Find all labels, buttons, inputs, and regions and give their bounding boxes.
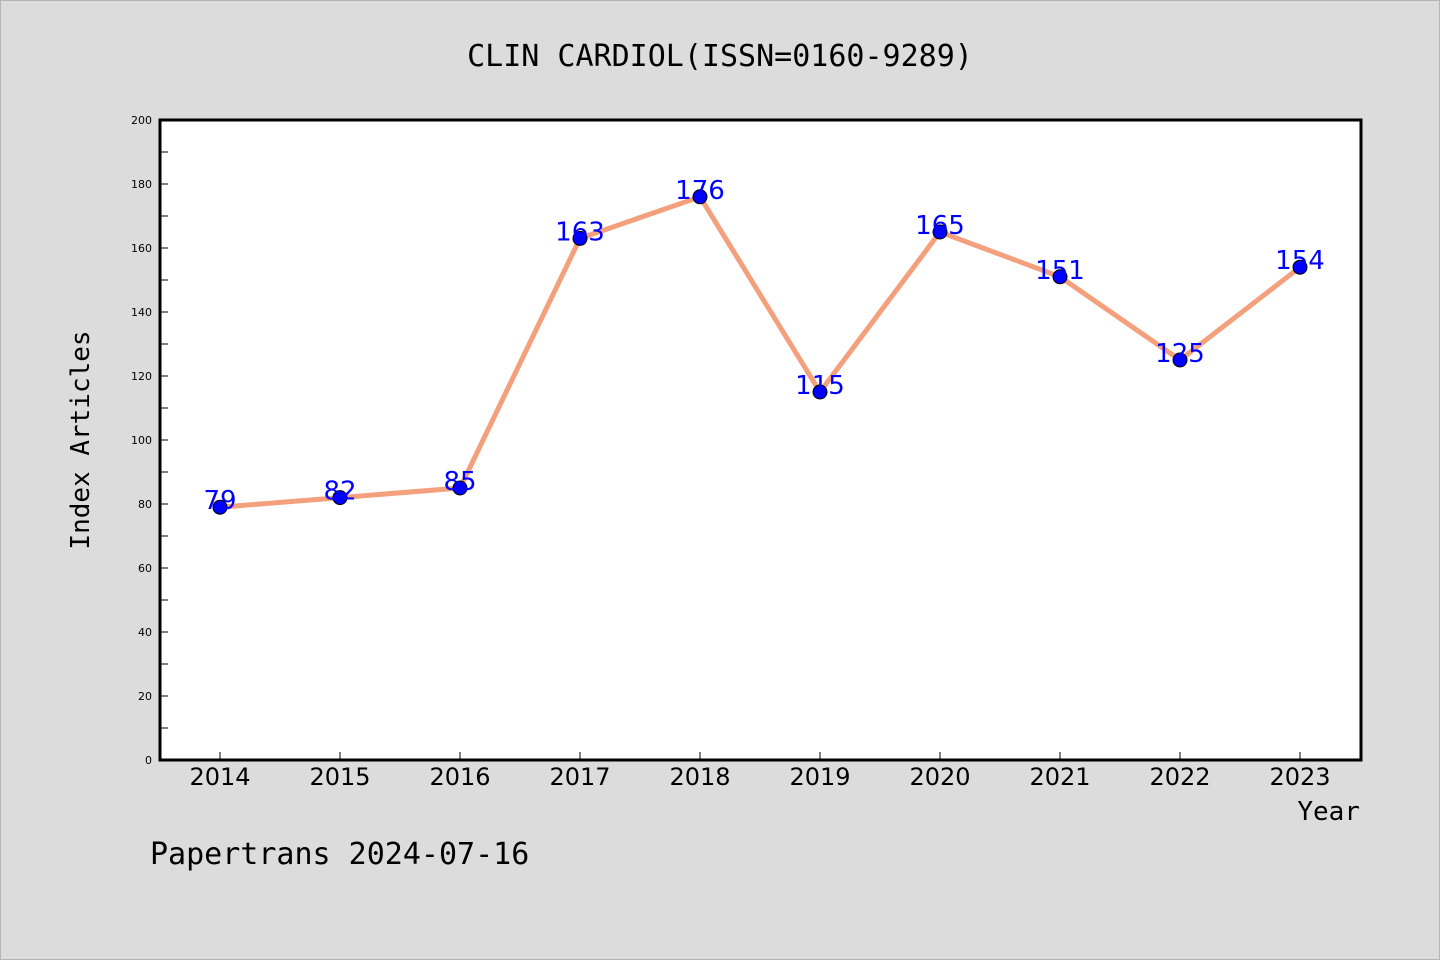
data-label: 125	[1155, 339, 1205, 369]
y-tick-label: 160	[131, 242, 152, 255]
x-tick-label: 2017	[549, 763, 610, 791]
x-tick-label: 2014	[189, 763, 250, 791]
data-point	[1172, 352, 1188, 368]
x-axis: 2014 2015 2016 2017 2018 2019 2020 2021 2022 2023	[189, 752, 1331, 791]
data-label: 176	[675, 176, 725, 206]
data-label: 154	[1275, 246, 1325, 276]
data-point	[572, 230, 588, 246]
y-tick-label: 120	[131, 370, 152, 383]
data-label: 79	[203, 486, 236, 516]
data-point	[932, 224, 948, 240]
y-tick-label: 20	[138, 690, 152, 703]
data-label: 85	[443, 467, 476, 497]
x-tick-label: 2021	[1029, 763, 1090, 791]
x-tick-label: 2020	[909, 763, 970, 791]
y-tick-label: 80	[138, 498, 152, 511]
x-tick-label: 2019	[789, 763, 850, 791]
series-line	[219, 194, 1302, 510]
x-tick-label: 2022	[1149, 763, 1210, 791]
y-axis: 0 20 40 60 80 100 120 140 160 180 200	[131, 114, 168, 767]
data-point	[692, 189, 708, 205]
data-labels: 79 82 85 163 176 115 165 151 125 154	[203, 176, 1324, 516]
data-point	[1292, 259, 1308, 275]
chart-title: CLIN CARDIOL(ISSN=0160-9289)	[467, 39, 973, 74]
x-tick-label: 2016	[429, 763, 490, 791]
data-point	[812, 384, 828, 400]
data-point	[1052, 269, 1068, 285]
y-tick-label: 200	[131, 114, 152, 127]
y-tick-label: 0	[145, 754, 152, 767]
y-tick-label: 140	[131, 306, 152, 319]
y-tick-label: 180	[131, 178, 152, 191]
y-tick-label: 40	[138, 626, 152, 639]
data-point	[332, 490, 348, 506]
data-point	[452, 480, 468, 496]
data-label: 115	[795, 371, 845, 401]
x-axis-label: Year	[1297, 797, 1360, 827]
data-label: 165	[915, 211, 965, 241]
series-layer	[212, 189, 1308, 515]
x-tick-label: 2015	[309, 763, 370, 791]
y-tick-label: 100	[131, 434, 152, 447]
data-label: 163	[555, 217, 605, 247]
plot-area	[158, 118, 1363, 762]
y-tick-label: 60	[138, 562, 152, 575]
x-tick-label: 2018	[669, 763, 730, 791]
footer-watermark: Papertrans 2024-07-16	[150, 837, 529, 872]
data-label: 82	[323, 477, 356, 507]
data-point	[212, 499, 228, 515]
data-label: 151	[1035, 256, 1085, 286]
y-axis-label: Index Articles	[66, 330, 96, 549]
x-tick-label: 2023	[1269, 763, 1330, 791]
